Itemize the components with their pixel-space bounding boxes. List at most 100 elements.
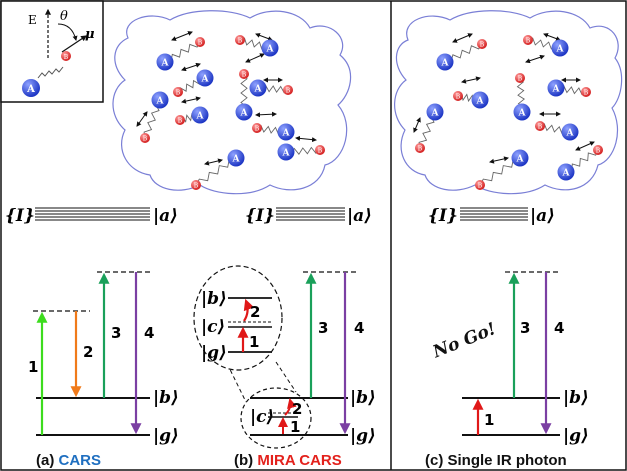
dipole-arrow bbox=[255, 33, 273, 41]
molecule-a-label: A bbox=[201, 75, 210, 85]
molecule-a bbox=[196, 69, 214, 87]
dipole-arrow bbox=[136, 111, 148, 127]
inset-molecule-a bbox=[22, 79, 40, 97]
molecule-a bbox=[513, 103, 531, 121]
molecule-cloud-right bbox=[394, 10, 623, 195]
bath-ket-b: |a⟩ bbox=[347, 206, 372, 226]
molecule-a-label: A bbox=[266, 45, 275, 55]
molecule-a bbox=[249, 79, 267, 97]
molecule-a bbox=[557, 163, 575, 181]
molecule-b bbox=[252, 123, 262, 133]
molecule-right-2: AB bbox=[453, 76, 489, 109]
arrow-label-4-c: 4 bbox=[554, 319, 564, 337]
theta-label: θ bbox=[60, 9, 68, 24]
molecule-cloud-left bbox=[112, 10, 352, 195]
molecule-a-label: A bbox=[476, 97, 485, 107]
molecule-b-label: B bbox=[242, 71, 247, 78]
dipole-arrow bbox=[413, 117, 421, 133]
dipole-arrow bbox=[575, 141, 595, 151]
molecule-b bbox=[315, 145, 325, 155]
bath-levels-c bbox=[460, 207, 528, 221]
molecule-right-4: AB bbox=[535, 111, 579, 141]
bath-levels-b bbox=[276, 207, 345, 221]
molecule-a bbox=[436, 53, 454, 71]
molecule-b-label: B bbox=[518, 75, 523, 82]
molecule-b-label: B bbox=[143, 135, 148, 142]
molecule-b bbox=[175, 115, 185, 125]
molecule-a bbox=[551, 39, 569, 57]
molecule-b-label: B bbox=[194, 182, 199, 189]
arrow-label-3-a: 3 bbox=[111, 324, 121, 342]
bath-label-b: {I} bbox=[245, 206, 275, 226]
dipole-arrow bbox=[525, 54, 545, 64]
arrow-label-1-a: 1 bbox=[28, 358, 38, 376]
molecule-b bbox=[535, 121, 545, 131]
molecule-a bbox=[511, 149, 529, 167]
molecule-a bbox=[547, 79, 565, 97]
small-label-1: 1 bbox=[290, 418, 300, 436]
inset-molecule-b bbox=[61, 51, 71, 61]
arrow-label-3-b: 3 bbox=[318, 319, 328, 337]
dipole-arrow bbox=[61, 35, 87, 53]
molecule-b-label: B bbox=[480, 41, 485, 48]
molecule-b bbox=[523, 35, 533, 45]
inset-box: E θ μ A B bbox=[0, 0, 104, 103]
molecule-a-label: A bbox=[516, 155, 525, 165]
zoom-ket-b: |b⟩ bbox=[201, 289, 227, 309]
arrow-label-1-c: 1 bbox=[484, 411, 494, 429]
molecule-a-label: A bbox=[232, 155, 241, 165]
molecule-right-1: AB bbox=[413, 103, 444, 153]
ket-c-small: |c⟩ bbox=[250, 407, 274, 427]
molecule-b bbox=[475, 180, 485, 190]
molecule-right-7: AB bbox=[523, 33, 569, 57]
dipole-arrow bbox=[181, 62, 201, 72]
molecule-a bbox=[561, 123, 579, 141]
bath-row: {I} |a⟩ {I} |a⟩ {I} |a⟩ bbox=[5, 206, 555, 226]
ket-b-c: |b⟩ bbox=[563, 388, 589, 408]
bath-label-c: {I} bbox=[428, 206, 458, 226]
molecule-b-label: B bbox=[538, 123, 543, 130]
panel-mira-cars: |b⟩ |g⟩ 3 4 |c⟩ 2 1 |b⟩ |c⟩ |g⟩ 2 1 (b) … bbox=[193, 265, 376, 469]
dipole-arrow bbox=[461, 76, 481, 84]
molecule-b bbox=[581, 87, 591, 97]
molecule-b-label: B bbox=[178, 117, 183, 124]
molecule-b bbox=[235, 35, 245, 45]
arrow-label-2-a: 2 bbox=[83, 343, 93, 361]
arrow-label-4-a: 4 bbox=[144, 324, 154, 342]
molecule-a bbox=[156, 53, 174, 71]
molecule-right-5: AB bbox=[557, 141, 603, 181]
molecule-b-label: B bbox=[286, 87, 291, 94]
molecule-b-label: B bbox=[478, 182, 483, 189]
molecule-right-0: AB bbox=[436, 33, 487, 71]
dipole-arrow bbox=[204, 158, 223, 166]
dipole-arrow bbox=[452, 33, 473, 43]
molecule-b bbox=[515, 73, 525, 83]
inset-bond-spring bbox=[37, 66, 64, 79]
caption-b-prefix: (b) bbox=[234, 452, 257, 469]
zoom-connector-right bbox=[275, 361, 297, 393]
molecule-b bbox=[173, 87, 183, 97]
zoom-ket-g: |g⟩ bbox=[201, 343, 227, 363]
ket-b-b: |b⟩ bbox=[350, 388, 376, 408]
panel-cars: |b⟩ |g⟩ 1 2 3 4 (a) CARS bbox=[28, 271, 179, 469]
inset-molecule-b-label: B bbox=[64, 54, 69, 61]
ket-g-c: |g⟩ bbox=[563, 426, 589, 446]
caption-c: (c) Single IR photon bbox=[425, 452, 567, 469]
zoom-source-circle bbox=[240, 387, 312, 449]
molecule-b bbox=[283, 85, 293, 95]
molecule-b bbox=[477, 39, 487, 49]
dipole-arrow bbox=[171, 31, 193, 41]
molecule-a-label: A bbox=[552, 85, 561, 95]
molecule-a-label: A bbox=[161, 59, 170, 69]
molecule-b bbox=[140, 133, 150, 143]
molecule-b bbox=[195, 37, 205, 47]
molecule-a bbox=[191, 106, 209, 124]
bath-label-a: {I} bbox=[5, 206, 35, 226]
molecule-b bbox=[593, 145, 603, 155]
molecule-b-label: B bbox=[596, 147, 601, 154]
molecule-a bbox=[235, 103, 253, 121]
